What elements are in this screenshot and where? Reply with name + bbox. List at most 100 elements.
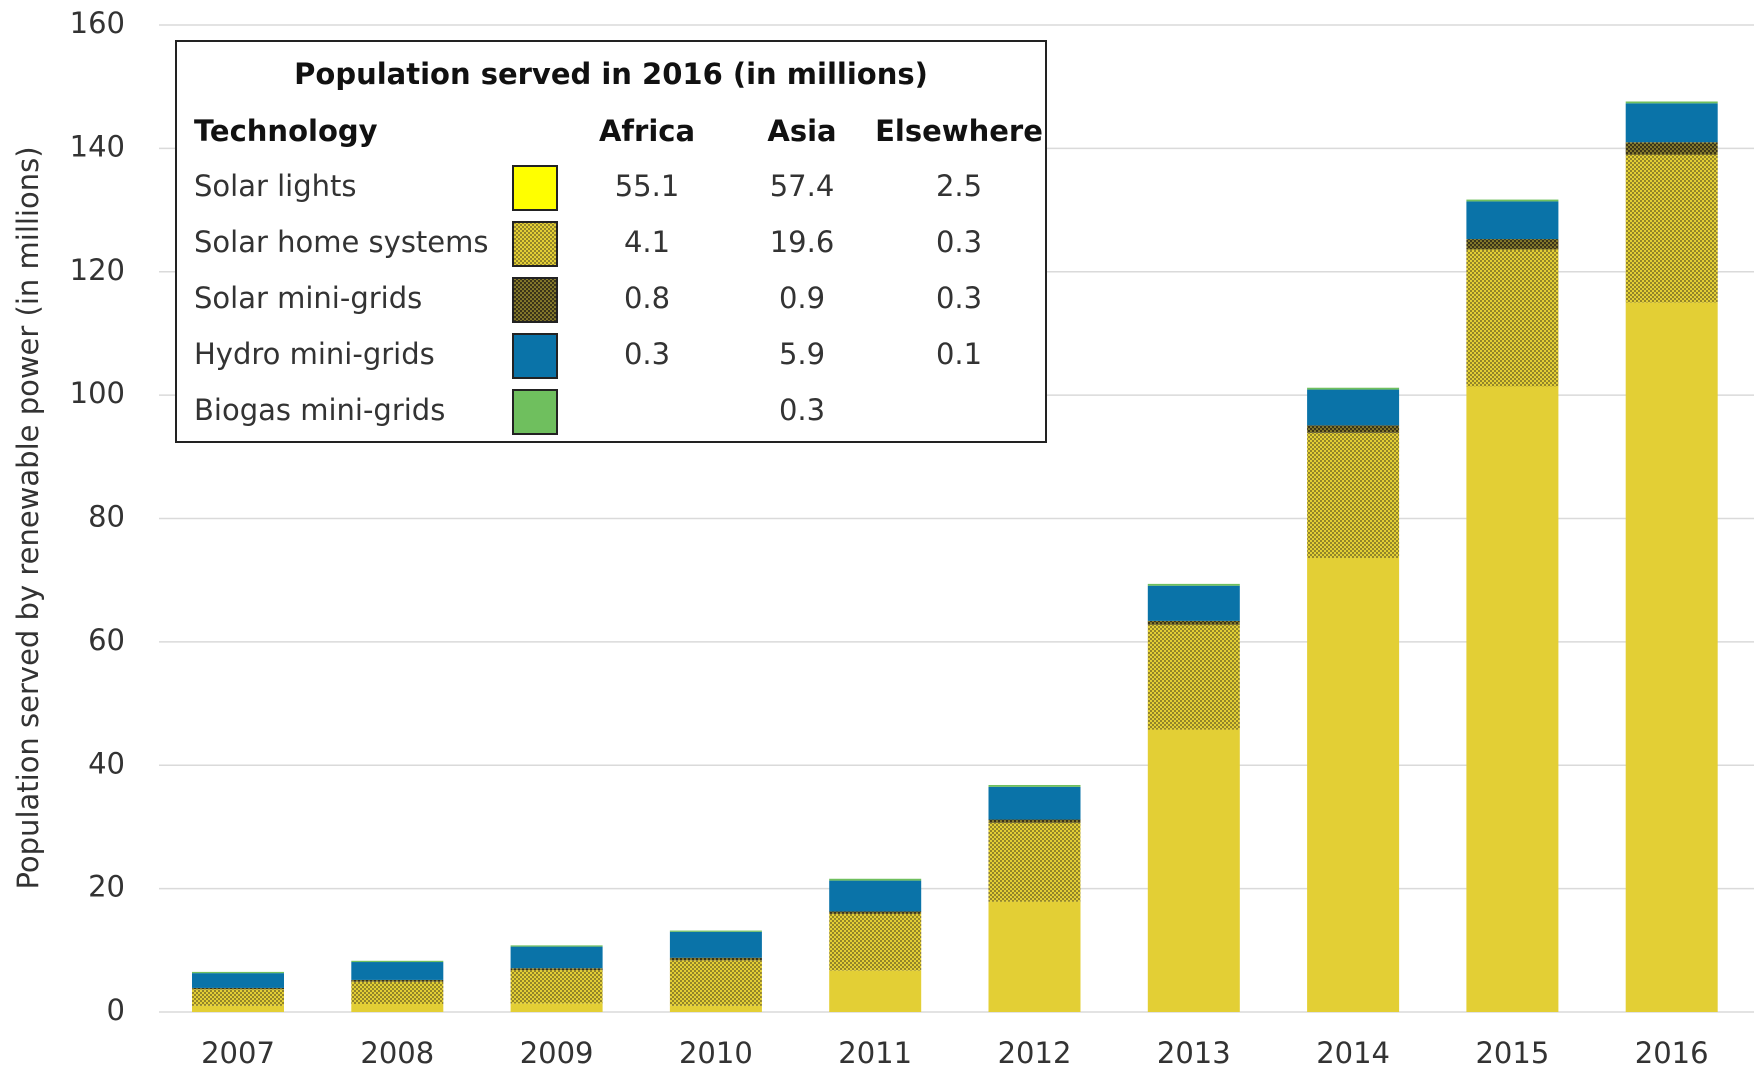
bar-segment [1625,103,1718,143]
bar-segment [1307,389,1400,426]
bar-segment [669,930,762,932]
bar-segment [1466,201,1559,240]
y-tick-label: 0 [107,993,125,1027]
bar-segment [829,878,922,881]
bars: 2007 2008 2009 2010 2011 2012 2013 2014 2015 2016 [192,101,1718,1070]
bar-segment [829,913,922,971]
legend-swatch [512,389,558,435]
bar-segment [829,970,922,1012]
bar-segment [988,819,1081,823]
table-cell: 0.1 [936,337,982,371]
bar-segment [192,1005,284,1012]
bar-segment [988,901,1081,1012]
legend-entry: Solar home systems [194,225,489,259]
table-cell: 0.9 [779,281,825,315]
column-header: Elsewhere [875,114,1043,148]
bar-segment [1625,302,1718,1012]
bar-segment [1625,101,1718,104]
bar-segment [1625,142,1718,155]
table-cell: 5.9 [779,337,825,371]
bar-segment [351,979,444,982]
table-cell: 55.1 [615,169,680,203]
x-tick-label: 2016 [1635,1036,1709,1070]
bar-segment [1147,620,1240,625]
x-tick-label: 2011 [838,1036,912,1070]
legend-entry: Solar lights [194,169,357,203]
table-cell: 19.6 [770,225,835,259]
x-tick-label: 2015 [1475,1036,1549,1070]
bar-segment [669,931,762,958]
bar-segment [1147,585,1240,621]
x-tick-label: 2013 [1157,1036,1231,1070]
table-cell: 57.4 [770,169,835,203]
bar-segment [988,784,1081,787]
bar-segment [351,1003,444,1012]
column-header: Asia [767,114,836,148]
table-cell: 0.3 [936,281,982,315]
bar-segment [510,968,603,971]
table-cell: 0.8 [624,281,670,315]
column-header: Africa [599,114,695,148]
bar-segment [1466,239,1559,250]
bar-segment [669,1005,762,1012]
y-axis-label: Population served by renewable power (in… [11,146,45,889]
bar-segment [351,962,444,980]
legend-entry: Biogas mini-grids [194,393,445,427]
bar-segment [669,957,762,961]
y-tick-label: 140 [70,129,125,163]
y-tick-label: 80 [88,500,125,534]
legend-entry: Solar mini-grids [194,281,422,315]
bar-segment [1307,557,1400,1012]
bar-segment [192,973,284,988]
bar-segment [1147,583,1240,586]
table-cell: 0.3 [936,225,982,259]
legend-swatch [512,333,558,379]
y-tick-label: 120 [70,253,125,287]
bar-segment [988,786,1081,820]
bar-segment [669,960,762,1006]
x-tick-label: 2014 [1316,1036,1390,1070]
x-tick-label: 2010 [679,1036,753,1070]
y-tick-label: 100 [70,376,125,410]
table-cell: 4.1 [624,225,670,259]
bar-segment [510,1003,603,1012]
bar-segment [829,911,922,914]
table-cell: 2.5 [936,169,982,203]
column-header: Technology [194,114,378,148]
bar-segment [1307,432,1400,558]
bar-segment [1147,624,1240,730]
table-cell: 0.3 [779,393,825,427]
bar-segment [351,981,444,1004]
x-tick-label: 2012 [998,1036,1072,1070]
bar-segment [829,880,922,912]
legend-swatch [512,221,558,267]
legend-table: Population served in 2016 (in millions) T… [175,40,1047,443]
bar-segment [1466,249,1559,387]
x-tick-label: 2008 [360,1036,434,1070]
bar-segment [1307,425,1400,433]
bar-segment [1625,154,1718,303]
x-tick-label: 2007 [201,1036,275,1070]
x-tick-label: 2009 [520,1036,594,1070]
table-cell: 0.3 [624,337,670,371]
bar-segment [1466,386,1559,1012]
bar-segment [192,987,284,990]
legend-swatch [512,165,558,211]
bar-segment [510,945,603,947]
bar-segment [1307,387,1400,390]
y-tick-label: 40 [88,746,125,780]
bar-segment [1147,729,1240,1012]
bar-segment [1466,199,1559,202]
y-tick-label: 160 [70,6,125,40]
bar-segment [192,989,284,1006]
bar-segment [351,960,444,963]
legend-box [175,40,1047,443]
bar-segment [192,971,284,974]
legend-swatch [512,277,558,323]
y-tick-label: 60 [88,623,125,657]
bar-segment [510,970,603,1004]
bar-segment [988,822,1081,902]
bar-segment [510,946,603,969]
legend-title: Population served in 2016 (in millions) [294,57,928,91]
